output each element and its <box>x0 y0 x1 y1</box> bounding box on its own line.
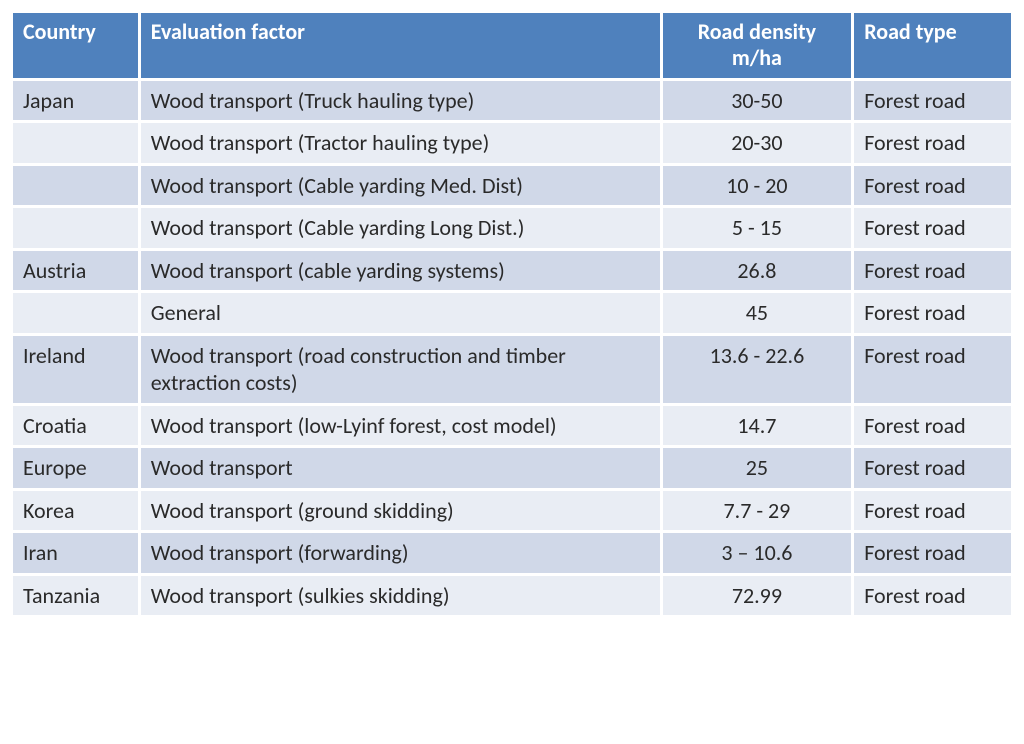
cell-country: Tanzania <box>12 574 140 617</box>
cell-factor: General <box>139 292 661 335</box>
cell-density: 14.7 <box>661 404 853 447</box>
cell-factor: Wood transport (Cable yarding Long Dist.… <box>139 207 661 250</box>
table-row: Tanzania Wood transport (sulkies skiddin… <box>12 574 1013 617</box>
cell-country: Europe <box>12 447 140 490</box>
cell-country: Japan <box>12 79 140 122</box>
cell-density: 26.8 <box>661 249 853 292</box>
cell-country: Austria <box>12 249 140 292</box>
cell-country <box>12 292 140 335</box>
cell-roadtype: Forest road <box>853 574 1013 617</box>
cell-factor: Wood transport <box>139 447 661 490</box>
cell-roadtype: Forest road <box>853 249 1013 292</box>
cell-factor: Wood transport (cable yarding systems) <box>139 249 661 292</box>
cell-density: 45 <box>661 292 853 335</box>
cell-factor: Wood transport (ground skidding) <box>139 489 661 532</box>
cell-factor: Wood transport (Tractor hauling type) <box>139 122 661 165</box>
table-body: Japan Wood transport (Truck hauling type… <box>12 79 1013 617</box>
cell-country: Iran <box>12 532 140 575</box>
cell-roadtype: Forest road <box>853 122 1013 165</box>
cell-factor: Wood transport (forwarding) <box>139 532 661 575</box>
cell-factor: Wood transport (Cable yarding Med. Dist) <box>139 164 661 207</box>
cell-density: 3 – 10.6 <box>661 532 853 575</box>
cell-roadtype: Forest road <box>853 447 1013 490</box>
cell-country <box>12 207 140 250</box>
table-header-row: Country Evaluation factor Road density m… <box>12 12 1013 80</box>
cell-roadtype: Forest road <box>853 207 1013 250</box>
col-header-density: Road density m/ha <box>661 12 853 80</box>
cell-roadtype: Forest road <box>853 334 1013 404</box>
table-row: Wood transport (Cable yarding Med. Dist)… <box>12 164 1013 207</box>
road-density-table: Country Evaluation factor Road density m… <box>10 10 1014 618</box>
cell-density: 13.6 - 22.6 <box>661 334 853 404</box>
table-row: Croatia Wood transport (low-Lyinf forest… <box>12 404 1013 447</box>
table-row: Korea Wood transport (ground skidding) 7… <box>12 489 1013 532</box>
cell-density: 30-50 <box>661 79 853 122</box>
cell-density: 25 <box>661 447 853 490</box>
cell-country: Ireland <box>12 334 140 404</box>
table-row: General 45 Forest road <box>12 292 1013 335</box>
col-header-country: Country <box>12 12 140 80</box>
cell-density: 10 - 20 <box>661 164 853 207</box>
cell-density: 20-30 <box>661 122 853 165</box>
cell-density: 7.7 - 29 <box>661 489 853 532</box>
cell-country: Korea <box>12 489 140 532</box>
table-row: Wood transport (Cable yarding Long Dist.… <box>12 207 1013 250</box>
cell-factor: Wood transport (Truck hauling type) <box>139 79 661 122</box>
cell-roadtype: Forest road <box>853 164 1013 207</box>
table-row: Japan Wood transport (Truck hauling type… <box>12 79 1013 122</box>
table-row: Europe Wood transport 25 Forest road <box>12 447 1013 490</box>
cell-density: 72.99 <box>661 574 853 617</box>
cell-factor: Wood transport (sulkies skidding) <box>139 574 661 617</box>
cell-roadtype: Forest road <box>853 292 1013 335</box>
col-header-roadtype: Road type <box>853 12 1013 80</box>
cell-roadtype: Forest road <box>853 532 1013 575</box>
col-header-factor: Evaluation factor <box>139 12 661 80</box>
table-row: Wood transport (Tractor hauling type) 20… <box>12 122 1013 165</box>
cell-roadtype: Forest road <box>853 79 1013 122</box>
cell-roadtype: Forest road <box>853 404 1013 447</box>
cell-country <box>12 164 140 207</box>
cell-country: Croatia <box>12 404 140 447</box>
cell-country <box>12 122 140 165</box>
cell-factor: Wood transport (road construction and ti… <box>139 334 661 404</box>
table-row: Austria Wood transport (cable yarding sy… <box>12 249 1013 292</box>
cell-density: 5 - 15 <box>661 207 853 250</box>
cell-factor: Wood transport (low-Lyinf forest, cost m… <box>139 404 661 447</box>
table-row: Ireland Wood transport (road constructio… <box>12 334 1013 404</box>
table-row: Iran Wood transport (forwarding) 3 – 10.… <box>12 532 1013 575</box>
cell-roadtype: Forest road <box>853 489 1013 532</box>
